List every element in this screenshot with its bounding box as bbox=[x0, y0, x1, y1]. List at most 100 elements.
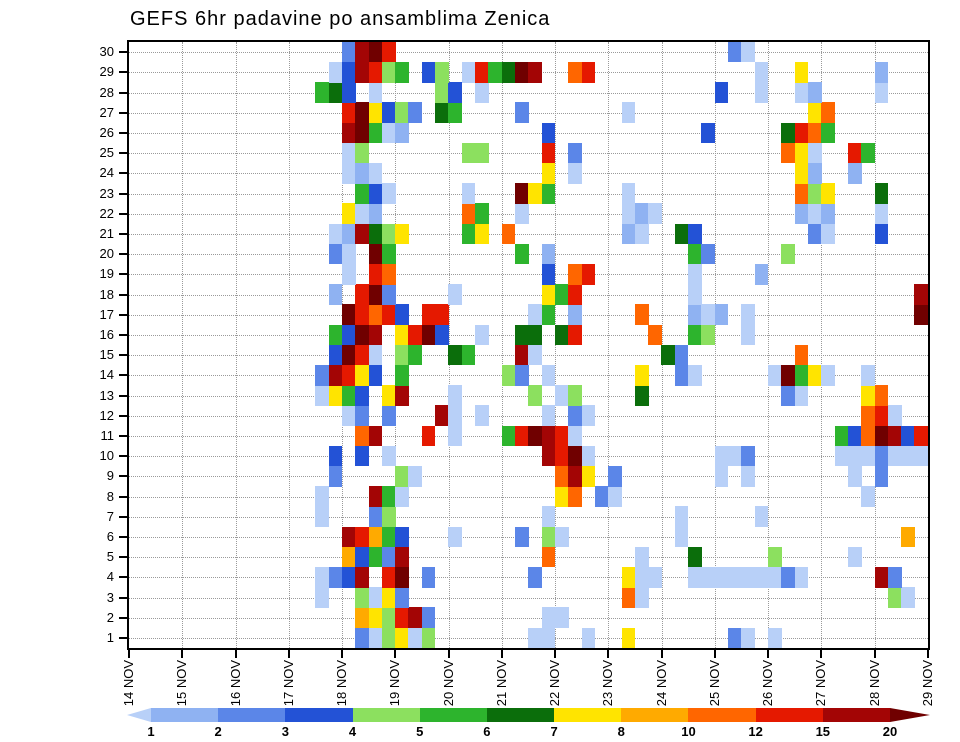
heatmap-cell bbox=[421, 567, 436, 588]
x-axis-tick bbox=[500, 650, 503, 658]
heatmap-cell bbox=[847, 445, 862, 467]
heatmap-cell bbox=[341, 203, 356, 224]
y-axis-tick bbox=[119, 293, 127, 296]
heatmap-cell bbox=[807, 223, 822, 245]
heatmap-cell bbox=[781, 243, 796, 265]
gridline-horizontal bbox=[129, 496, 928, 498]
heatmap-cell bbox=[448, 102, 463, 123]
heatmap-cell bbox=[661, 344, 676, 366]
heatmap-cell bbox=[528, 627, 542, 648]
heatmap-cell bbox=[688, 304, 702, 325]
y-tick-label: 20 bbox=[99, 246, 114, 262]
heatmap-cell bbox=[568, 142, 582, 164]
x-tick-label: 19 NOV bbox=[387, 660, 403, 707]
heatmap-cell bbox=[514, 425, 529, 447]
heatmap-cell bbox=[341, 62, 356, 83]
x-tick-label: 26 NOV bbox=[760, 660, 776, 707]
heatmap-cell bbox=[554, 425, 569, 447]
heatmap-cell bbox=[874, 405, 889, 426]
colorbar-tick-label: 4 bbox=[348, 724, 357, 739]
heatmap-cell bbox=[355, 62, 369, 83]
heatmap-cell bbox=[408, 324, 423, 346]
heatmap-cell bbox=[395, 567, 409, 588]
heatmap-cell bbox=[807, 183, 822, 204]
x-axis-tick bbox=[873, 650, 876, 658]
heatmap-cell bbox=[475, 223, 489, 245]
heatmap-cell bbox=[381, 284, 396, 305]
heatmap-cell bbox=[368, 344, 383, 366]
heatmap-cell bbox=[381, 183, 396, 204]
heatmap-cell bbox=[701, 324, 716, 346]
heatmap-cell bbox=[714, 567, 729, 588]
heatmap-cell bbox=[448, 425, 463, 447]
heatmap-cell bbox=[355, 546, 369, 568]
heatmap-cell bbox=[461, 62, 476, 83]
heatmap-cell bbox=[821, 102, 835, 123]
heatmap-cell bbox=[821, 203, 835, 224]
heatmap-cell bbox=[674, 365, 689, 386]
heatmap-cell bbox=[381, 62, 396, 83]
heatmap-cell bbox=[368, 365, 383, 386]
heatmap-cell bbox=[807, 122, 822, 144]
heatmap-cell bbox=[368, 506, 383, 527]
gridline-horizontal bbox=[129, 92, 928, 94]
heatmap-cell bbox=[368, 607, 383, 628]
heatmap-cell bbox=[714, 82, 729, 103]
colorbar-tick-label: 20 bbox=[882, 724, 898, 739]
heatmap-cell bbox=[395, 365, 409, 386]
x-tick-label: 21 NOV bbox=[493, 660, 509, 707]
y-axis-tick bbox=[119, 374, 127, 377]
heatmap-cell bbox=[514, 526, 529, 548]
heatmap-cell bbox=[807, 163, 822, 184]
y-axis-tick bbox=[119, 71, 127, 74]
heatmap-cell bbox=[381, 506, 396, 527]
heatmap-cell bbox=[514, 243, 529, 265]
y-axis-tick bbox=[119, 273, 127, 276]
heatmap-cell bbox=[461, 183, 476, 204]
heatmap-cell bbox=[621, 627, 636, 648]
heatmap-cell bbox=[368, 243, 383, 265]
heatmap-cell bbox=[368, 324, 383, 346]
heatmap-cell bbox=[874, 223, 889, 245]
heatmap-cell bbox=[581, 62, 596, 83]
heatmap-cell bbox=[887, 587, 902, 608]
heatmap-cell bbox=[541, 607, 556, 628]
heatmap-cell bbox=[341, 365, 356, 386]
heatmap-cell bbox=[528, 567, 542, 588]
heatmap-cell bbox=[901, 425, 915, 447]
heatmap-cell bbox=[368, 264, 383, 285]
y-tick-label: 23 bbox=[99, 185, 114, 201]
x-tick-label: 27 NOV bbox=[813, 660, 829, 707]
y-tick-label: 13 bbox=[99, 387, 114, 403]
heatmap-cell bbox=[568, 264, 582, 285]
heatmap-cell bbox=[541, 284, 556, 305]
colorbar-segment bbox=[419, 708, 488, 722]
heatmap-cell bbox=[435, 304, 449, 325]
y-axis-tick bbox=[119, 91, 127, 94]
heatmap-cell bbox=[355, 163, 369, 184]
y-tick-label: 12 bbox=[99, 407, 114, 423]
heatmap-cell bbox=[874, 425, 889, 447]
y-axis-tick bbox=[119, 434, 127, 437]
heatmap-cell bbox=[634, 304, 649, 325]
y-axis-tick bbox=[119, 455, 127, 458]
heatmap-cell bbox=[341, 42, 356, 63]
heatmap-cell bbox=[874, 445, 889, 467]
y-axis-tick bbox=[119, 414, 127, 417]
heatmap-cell bbox=[568, 385, 582, 406]
heatmap-cell bbox=[794, 82, 809, 103]
heatmap-cell bbox=[861, 486, 875, 507]
heatmap-cell bbox=[461, 344, 476, 366]
y-tick-label: 1 bbox=[106, 629, 114, 645]
heatmap-cell bbox=[514, 365, 529, 386]
x-tick-label: 17 NOV bbox=[280, 660, 296, 707]
heatmap-cell bbox=[741, 42, 756, 63]
heatmap-cell bbox=[341, 405, 356, 426]
heatmap-cell bbox=[861, 405, 875, 426]
heatmap-cell bbox=[368, 62, 383, 83]
heatmap-cell bbox=[355, 526, 369, 548]
y-tick-label: 9 bbox=[106, 468, 114, 484]
x-axis-tick bbox=[287, 650, 290, 658]
heatmap-cell bbox=[315, 486, 329, 507]
heatmap-cell bbox=[395, 102, 409, 123]
